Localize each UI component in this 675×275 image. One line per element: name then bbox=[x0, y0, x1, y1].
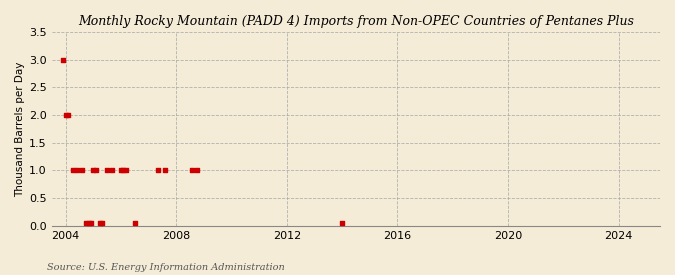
Y-axis label: Thousand Barrels per Day: Thousand Barrels per Day bbox=[15, 61, 25, 197]
Point bbox=[120, 168, 131, 173]
Point bbox=[60, 113, 71, 117]
Point bbox=[337, 221, 348, 225]
Point bbox=[76, 168, 87, 173]
Point bbox=[67, 168, 78, 173]
Point bbox=[115, 168, 126, 173]
Point bbox=[106, 168, 117, 173]
Point bbox=[97, 221, 108, 225]
Point bbox=[153, 168, 163, 173]
Point bbox=[90, 168, 101, 173]
Point bbox=[86, 221, 97, 225]
Point bbox=[118, 168, 129, 173]
Point bbox=[88, 168, 99, 173]
Point bbox=[58, 57, 69, 62]
Point bbox=[159, 168, 170, 173]
Point bbox=[192, 168, 202, 173]
Point bbox=[83, 221, 94, 225]
Point bbox=[102, 168, 113, 173]
Title: Monthly Rocky Mountain (PADD 4) Imports from Non-OPEC Countries of Pentanes Plus: Monthly Rocky Mountain (PADD 4) Imports … bbox=[78, 15, 634, 28]
Point bbox=[72, 168, 82, 173]
Point bbox=[63, 113, 74, 117]
Text: Source: U.S. Energy Information Administration: Source: U.S. Energy Information Administ… bbox=[47, 263, 285, 272]
Point bbox=[130, 221, 140, 225]
Point bbox=[81, 221, 92, 225]
Point bbox=[95, 221, 105, 225]
Point bbox=[187, 168, 198, 173]
